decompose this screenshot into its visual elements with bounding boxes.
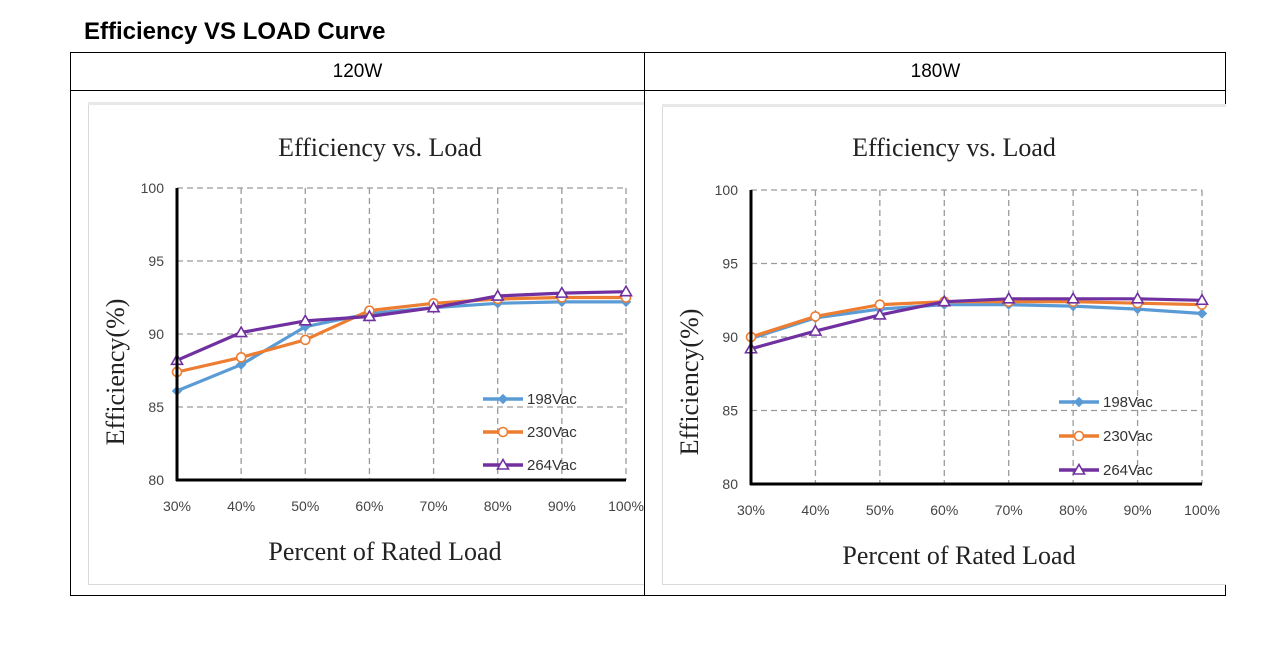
- column-header-120w: 120W: [332, 61, 383, 82]
- data-point-264Vac: [808, 324, 823, 336]
- legend-label: 264Vac: [527, 457, 577, 474]
- y-axis-label: Efficiency(%): [101, 299, 130, 446]
- x-tick-label: 70%: [420, 498, 448, 514]
- y-tick-label: 95: [722, 256, 738, 272]
- x-tick-label: 100%: [608, 498, 644, 514]
- data-point-230Vac: [874, 299, 886, 310]
- x-tick-label: 50%: [866, 502, 894, 518]
- y-tick-label: 80: [722, 476, 738, 492]
- data-point-198Vac: [1196, 308, 1208, 319]
- table-column-divider: [644, 53, 645, 595]
- legend-item-264Vac: 264Vac: [483, 457, 577, 474]
- legend-label: 230Vac: [527, 424, 577, 441]
- legend-item-230Vac: 230Vac: [1059, 428, 1153, 445]
- x-tick-label: 90%: [548, 498, 576, 514]
- x-tick-label: 60%: [930, 502, 958, 518]
- x-tick-label: 40%: [227, 498, 255, 514]
- legend-item-230Vac: 230Vac: [483, 424, 577, 441]
- legend-item-198Vac: 198Vac: [483, 391, 577, 408]
- table-header-divider: [71, 90, 1225, 91]
- series-line-230Vac: [175, 295, 628, 374]
- x-tick-label: 80%: [484, 498, 512, 514]
- data-point-264Vac: [937, 294, 952, 307]
- legend-marker-198Vac: [497, 393, 509, 405]
- x-tick-label: 30%: [163, 498, 191, 514]
- legend-marker-264Vac: [1072, 462, 1086, 475]
- legend-marker-230Vac: [497, 426, 509, 438]
- x-tick-label: 40%: [801, 502, 829, 518]
- legend-item-198Vac: 198Vac: [1059, 394, 1153, 411]
- legend-label: 198Vac: [527, 391, 577, 408]
- data-point-264Vac: [554, 286, 569, 298]
- x-tick-label: 60%: [355, 498, 383, 514]
- legend-label: 230Vac: [1103, 428, 1153, 445]
- x-axis-label: Percent of Rated Load: [268, 537, 501, 566]
- x-tick-label: 50%: [291, 498, 319, 514]
- data-point-264Vac: [619, 284, 633, 297]
- y-tick-label: 90: [722, 329, 738, 345]
- y-tick-label: 100: [141, 180, 165, 196]
- legend-marker-230Vac: [1073, 430, 1085, 442]
- efficiency-chart-120w: Efficiency vs. Load Efficiency(%) Percen…: [88, 102, 644, 585]
- series-line-264Vac: [749, 297, 1204, 351]
- y-tick-label: 80: [148, 472, 164, 488]
- legend-item-264Vac: 264Vac: [1059, 462, 1153, 479]
- legend-label: 264Vac: [1103, 462, 1153, 479]
- y-axis-label: Efficiency(%): [675, 309, 704, 456]
- efficiency-chart-180w: Efficiency vs. Load Efficiency(%) Percen…: [662, 104, 1226, 585]
- data-point-264Vac: [872, 307, 887, 320]
- chart-area-shadow: [88, 102, 644, 105]
- x-tick-label: 30%: [737, 502, 765, 518]
- data-point-264Vac: [362, 309, 377, 322]
- data-point-230Vac: [810, 311, 821, 322]
- y-tick-label: 90: [148, 326, 164, 342]
- data-point-264Vac: [1195, 293, 1209, 306]
- y-tick-label: 85: [148, 399, 164, 415]
- x-tick-label: 100%: [1184, 502, 1220, 518]
- data-point-198Vac: [235, 359, 247, 370]
- data-point-264Vac: [1001, 291, 1016, 304]
- data-point-264Vac: [234, 325, 249, 338]
- series-line-198Vac: [749, 303, 1204, 341]
- data-point-264Vac: [298, 313, 313, 326]
- chart-title: Efficiency vs. Load: [852, 133, 1056, 162]
- legend-marker-198Vac: [1073, 396, 1085, 408]
- y-tick-label: 100: [715, 182, 739, 198]
- x-axis-label: Percent of Rated Load: [842, 541, 1075, 570]
- data-point-264Vac: [490, 288, 505, 301]
- data-point-264Vac: [426, 300, 441, 313]
- page-title: Efficiency VS LOAD Curve: [84, 18, 386, 45]
- x-tick-label: 90%: [1124, 502, 1152, 518]
- legend-label: 198Vac: [1103, 394, 1153, 411]
- x-tick-label: 70%: [995, 502, 1023, 518]
- chart-area: [88, 102, 644, 585]
- data-point-264Vac: [1066, 291, 1081, 304]
- column-header-180w: 180W: [910, 61, 961, 82]
- chart-title: Efficiency vs. Load: [278, 133, 482, 162]
- data-point-230Vac: [235, 352, 247, 363]
- y-tick-label: 85: [722, 403, 738, 419]
- data-point-264Vac: [1130, 291, 1145, 304]
- y-tick-label: 95: [148, 253, 164, 269]
- legend-marker-264Vac: [496, 457, 510, 470]
- chart-area-shadow: [662, 104, 1226, 107]
- data-point-230Vac: [299, 334, 311, 346]
- series-line-264Vac: [175, 290, 628, 362]
- x-tick-label: 80%: [1059, 502, 1087, 518]
